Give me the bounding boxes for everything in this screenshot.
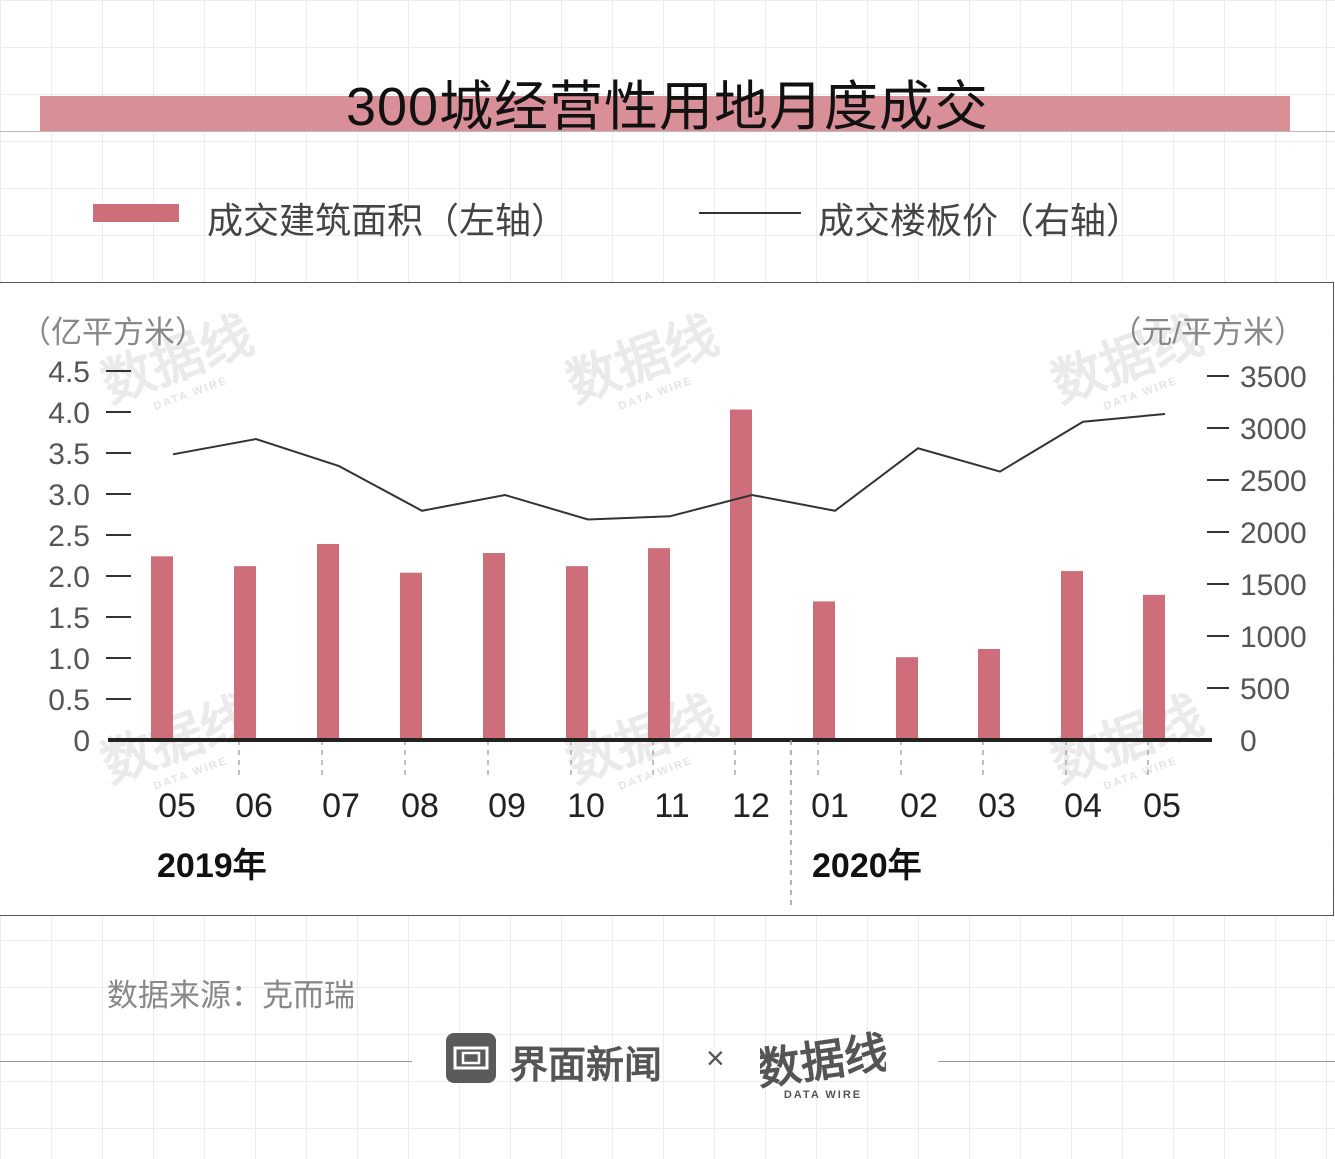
- footer-times: ×: [706, 1040, 725, 1076]
- x-tick-label: 12: [732, 787, 770, 825]
- bar: [813, 601, 835, 740]
- legend-line-label: 成交楼板价（右轴）: [818, 200, 1143, 241]
- x-tick-label: 06: [235, 787, 273, 825]
- left-tick-label: 0: [73, 725, 90, 758]
- footer-brand: 界面新闻: [510, 1045, 663, 1087]
- left-tick-label: 0.5: [48, 684, 90, 717]
- chart-panel: 数据线 DATA WIRE 数据线 DATA WIRE 数据线 DATA WIRE 数据线 D…: [0, 282, 1334, 916]
- bar: [1061, 571, 1083, 740]
- left-axis-unit-label: （亿平方米）: [20, 315, 206, 350]
- right-tick-label: 1000: [1240, 621, 1307, 654]
- bar: [400, 572, 422, 740]
- price-line: [172, 412, 1166, 521]
- x-tick-label: 11: [654, 787, 689, 825]
- right-tick-label: 2500: [1240, 465, 1307, 498]
- bar: [151, 556, 173, 740]
- legend-bar-swatch: [93, 204, 179, 222]
- year-label: 2020年: [812, 847, 922, 885]
- x-tick-label: 05: [158, 787, 196, 825]
- page-title: 300城经营性用地月度成交: [345, 77, 990, 137]
- right-tick-label: 2000: [1240, 517, 1307, 550]
- datawire-logo-en: DATA WIRE: [784, 1089, 862, 1101]
- right-tick-label: 3500: [1240, 361, 1307, 394]
- x-tick-label: 07: [322, 787, 360, 825]
- title-band: [40, 96, 1290, 132]
- right-tick-label: 1500: [1240, 569, 1307, 602]
- left-tick-label: 1.5: [48, 602, 90, 635]
- left-tick-label: 2.5: [48, 520, 90, 553]
- x-tick-label: 04: [1064, 787, 1102, 825]
- right-tick-label: 0: [1240, 725, 1257, 758]
- bar: [317, 544, 339, 740]
- bar-series: [151, 409, 1165, 740]
- bar: [483, 553, 505, 740]
- x-tick-label: 03: [978, 787, 1016, 825]
- legend-line-swatch: [699, 212, 801, 214]
- bar: [896, 657, 918, 740]
- x-tick-label: 05: [1143, 787, 1181, 825]
- bar: [978, 648, 1000, 740]
- x-tick-label: 01: [811, 787, 849, 825]
- datawire-logo: 数据线 DATA WIRE: [760, 1028, 886, 1101]
- bar: [234, 566, 256, 740]
- x-tick-label: 08: [401, 787, 439, 825]
- x-tick-label: 02: [900, 787, 938, 825]
- left-tick-label: 3.0: [48, 479, 90, 512]
- bar: [566, 566, 588, 740]
- left-tick-label: 1.0: [48, 643, 90, 676]
- left-tick-label: 2.0: [48, 561, 90, 594]
- left-tick-label: 4.0: [48, 397, 90, 430]
- x-tick-label: 10: [567, 787, 605, 825]
- x-tick-label: 09: [488, 787, 526, 825]
- left-tick-label: 4.5: [48, 356, 90, 389]
- legend-bar-label: 成交建筑面积（左轴）: [207, 200, 568, 241]
- jiemian-logo-icon: [446, 1033, 496, 1083]
- footer-rule-left: [0, 1061, 412, 1062]
- bar: [648, 548, 670, 740]
- source-label: 数据来源：克而瑞: [107, 978, 355, 1013]
- title-rule: [0, 131, 1335, 132]
- bar: [730, 409, 752, 740]
- right-axis: 0 500 1000 1500 2000 2500 3000 3500: [1207, 361, 1307, 758]
- right-axis-unit-label: （元/平方米）: [1110, 315, 1305, 350]
- x-axis-labels: 05 06 07 08 09 10 11 12 01 02 03 04 05: [158, 787, 1181, 825]
- right-tick-label: 500: [1240, 673, 1290, 706]
- left-axis: 0 0.5 1.0 1.5 2.0 2.5 3.0 3.5 4.0 4.5: [48, 356, 131, 758]
- footer-rule-right: [938, 1061, 1335, 1062]
- right-tick-label: 3000: [1240, 413, 1307, 446]
- left-tick-label: 3.5: [48, 438, 90, 471]
- bar: [1143, 594, 1165, 740]
- year-label: 2019年: [157, 847, 267, 885]
- year-labels: 2019年 2020年: [157, 847, 922, 885]
- line-series: [172, 412, 1166, 521]
- datawire-logo-cn: 数据线: [760, 1028, 886, 1095]
